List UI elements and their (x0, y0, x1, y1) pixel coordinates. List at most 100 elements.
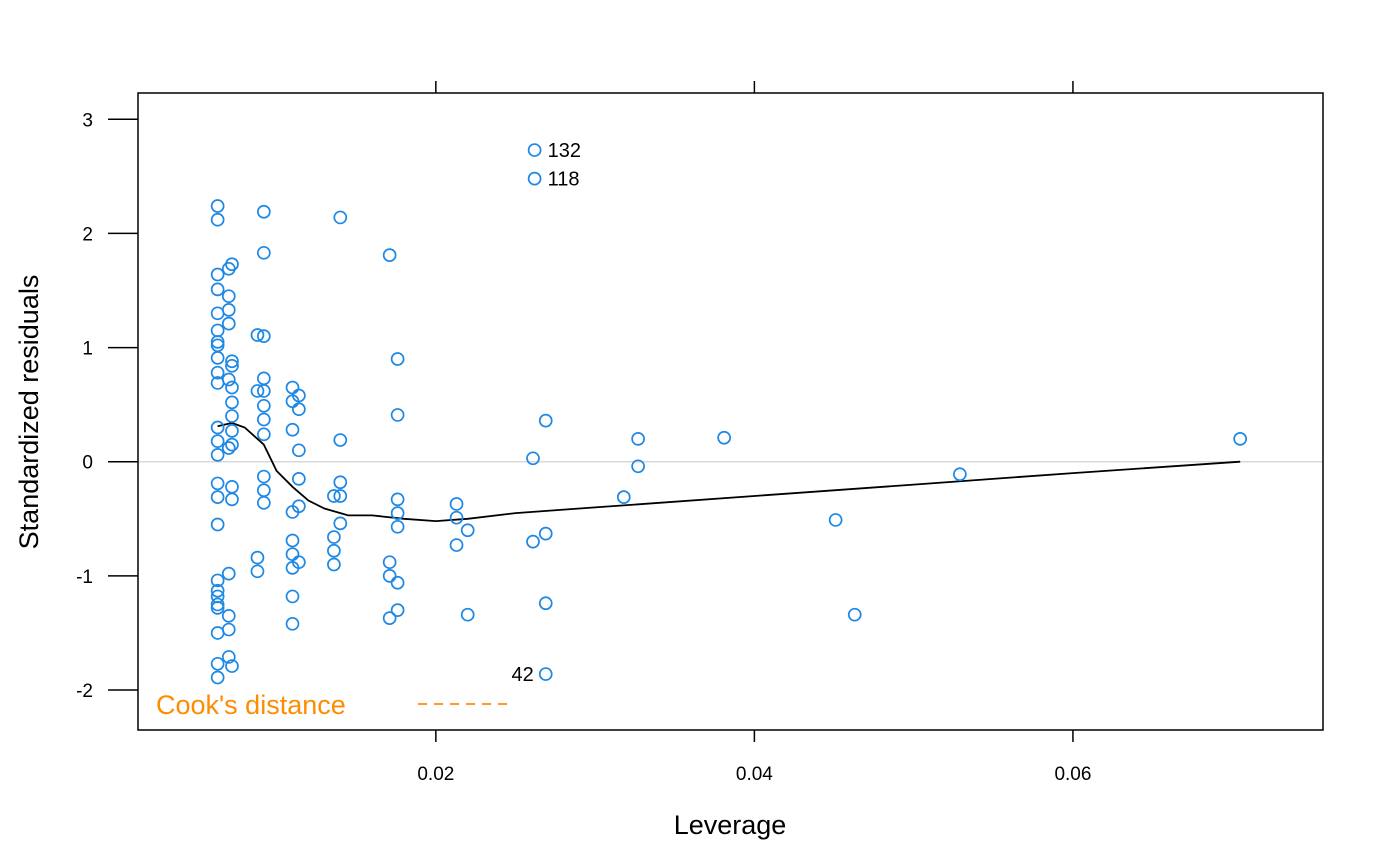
data-point (327, 557, 341, 572)
data-point (225, 354, 239, 369)
data-point (210, 517, 225, 532)
data-point (333, 516, 348, 531)
data-point (449, 538, 464, 552)
data-point (210, 434, 225, 449)
data-point (390, 352, 405, 366)
point-label: 118 (548, 169, 580, 191)
data-point (460, 607, 475, 622)
y-tick-label: 2 (82, 224, 93, 245)
data-point (210, 212, 225, 227)
data-point (292, 443, 306, 458)
data-point (221, 608, 236, 623)
point-labels: 132 118 42 (511, 140, 580, 686)
data-point (221, 441, 236, 455)
data-point (221, 289, 236, 304)
data-point (538, 667, 553, 681)
data-point (616, 490, 631, 504)
data-point (210, 420, 225, 435)
data-point (327, 530, 341, 544)
y-tick-label: -1 (76, 567, 93, 588)
data-points (210, 143, 1248, 685)
data-point (390, 575, 405, 590)
x-tick-label: 0.06 (1054, 764, 1091, 785)
data-point (1233, 432, 1248, 446)
data-point (327, 543, 341, 558)
data-point (953, 467, 967, 482)
data-point (256, 329, 271, 344)
data-point (538, 526, 553, 541)
y-tick-label: 1 (82, 339, 93, 360)
plot-frame (137, 92, 1324, 731)
cooks-distance-legend-label: Cook's distance (156, 690, 346, 720)
data-point (256, 204, 271, 219)
data-point (210, 199, 225, 213)
data-point (225, 380, 239, 395)
data-point (210, 597, 225, 612)
data-point (225, 358, 239, 373)
data-point (225, 424, 239, 438)
data-point (221, 303, 236, 317)
data-point (390, 603, 405, 617)
data-point (225, 409, 239, 423)
data-point (292, 402, 306, 417)
data-point (250, 384, 265, 398)
data-point (333, 475, 348, 490)
data-point (256, 427, 271, 442)
data-point (382, 555, 397, 570)
x-axis-title: Leverage (674, 810, 787, 840)
data-point (210, 601, 225, 615)
point-label: 132 (548, 140, 581, 162)
data-point (390, 506, 405, 520)
data-point (449, 510, 464, 525)
data-point (717, 430, 731, 445)
data-point (631, 459, 645, 474)
data-point (225, 492, 239, 507)
data-point (390, 408, 405, 422)
data-point (292, 499, 306, 514)
data-point (527, 171, 542, 186)
x-tick-label: 0.04 (736, 764, 773, 785)
data-point (210, 476, 225, 491)
data-point (210, 335, 225, 349)
data-point (382, 611, 397, 625)
data-point (460, 523, 475, 538)
smooth-trend-line (217, 421, 1241, 523)
axis-ticks: 0.02 0.04 0.06 -2 -1 0 1 2 3 (76, 81, 1091, 785)
data-point (221, 372, 236, 387)
data-point (210, 267, 225, 282)
data-point (292, 555, 306, 570)
data-point (210, 670, 225, 685)
data-point (285, 616, 300, 631)
data-point (256, 469, 271, 484)
data-point (210, 490, 225, 504)
data-point (449, 497, 464, 511)
data-point (285, 422, 300, 437)
data-point (631, 432, 645, 446)
data-point (538, 413, 553, 428)
data-point (256, 412, 271, 427)
data-point (526, 451, 540, 466)
data-point (221, 622, 236, 637)
data-point (256, 245, 271, 260)
data-point (333, 210, 348, 225)
data-point (256, 398, 271, 413)
data-point (221, 650, 236, 664)
y-axis-title: Standardized residuals (14, 275, 44, 550)
data-point (285, 533, 300, 548)
data-point (250, 328, 265, 342)
data-point (210, 583, 225, 598)
data-point (333, 489, 348, 503)
data-point (250, 564, 265, 579)
data-point (225, 395, 239, 410)
data-point (221, 566, 236, 581)
data-point (256, 495, 271, 510)
data-point (210, 350, 225, 365)
data-point (210, 656, 225, 671)
y-tick-label: 3 (82, 110, 93, 131)
data-point (382, 569, 397, 583)
data-point (210, 448, 225, 462)
data-point (390, 519, 405, 534)
data-point (292, 388, 306, 403)
data-point (390, 492, 405, 507)
